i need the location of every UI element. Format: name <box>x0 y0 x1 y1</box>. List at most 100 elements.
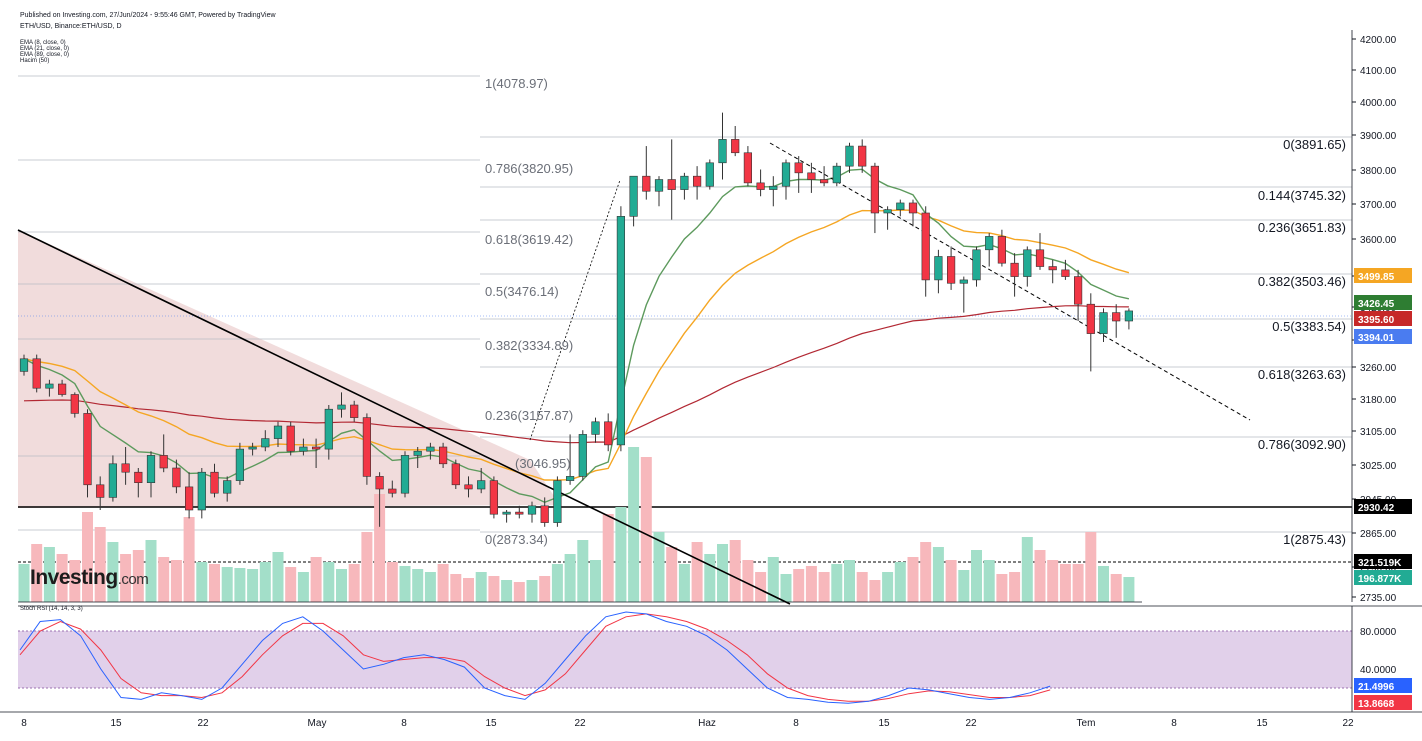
stoch-badge <box>1354 695 1412 710</box>
price-badge-label: 3395.60 <box>1358 315 1395 326</box>
candle-body <box>616 216 625 446</box>
volume-bar <box>780 574 792 602</box>
stoch-title: Stoch RSI (14, 14, 3, 3) <box>20 606 83 612</box>
candle-body <box>286 425 295 452</box>
price-badge <box>1354 554 1412 569</box>
price-tick-label: 2865.00 <box>1360 529 1397 540</box>
fib-label-right: 0.236(3651.83) <box>1258 220 1346 235</box>
candle-body <box>794 162 803 174</box>
fib-label-right: 0.144(3745.32) <box>1258 188 1346 203</box>
price-tick-label: 4000.00 <box>1360 98 1397 109</box>
candle-body <box>819 179 829 184</box>
volume-bar <box>793 569 805 602</box>
volume-bar <box>463 578 474 602</box>
candle-body <box>934 256 943 281</box>
candle-body <box>1035 249 1045 267</box>
candle-body <box>959 279 968 284</box>
candle-body <box>57 383 67 395</box>
candle-body <box>235 448 245 481</box>
price-tick-label: 3900.00 <box>1360 131 1397 142</box>
candle-body <box>858 145 867 167</box>
volume-bar <box>56 554 68 602</box>
volume-bar <box>196 562 208 602</box>
ema8-line <box>23 168 1130 504</box>
volume-bar <box>1098 566 1109 602</box>
logo-main: Investing <box>30 566 118 589</box>
stoch-k-line <box>19 611 1051 704</box>
candle-body <box>1086 303 1095 334</box>
candle-body <box>273 425 283 439</box>
volume-bar <box>932 547 944 602</box>
volume-bar <box>1072 564 1084 602</box>
fib-label-left: (3046.95) <box>515 456 571 471</box>
stoch-d-line <box>19 613 1051 702</box>
volume-bar <box>145 540 157 602</box>
date-tick-label: Tem <box>1077 718 1096 729</box>
volume-bar <box>132 550 144 602</box>
candle-body <box>1112 312 1121 322</box>
candle-body <box>362 417 372 477</box>
candle-body <box>400 455 410 494</box>
fib-label-left: 0.618(3619.42) <box>485 232 573 247</box>
volume-bar <box>1123 577 1135 602</box>
candle-body <box>883 209 892 214</box>
volume-bar <box>69 560 81 602</box>
candle-body <box>718 139 727 164</box>
fib-label-right: 1(2875.43) <box>1283 532 1346 547</box>
candle-body <box>19 358 29 372</box>
volume-bar <box>488 576 500 602</box>
price-tick-label: 3700.00 <box>1360 200 1397 211</box>
candle-body <box>591 421 600 435</box>
volume-bar <box>183 517 195 602</box>
indicator-ema89: EMA (89, close, 0) <box>20 52 70 58</box>
candle-body <box>261 438 270 448</box>
price-tick-label: 4200.00 <box>1360 35 1397 46</box>
volume-bar <box>691 542 703 602</box>
price-badge <box>1354 329 1412 344</box>
candle-body <box>413 450 422 456</box>
volume-bar <box>869 580 881 602</box>
candle-body <box>807 172 816 180</box>
volume-bar <box>628 447 640 602</box>
volume-bar <box>348 564 360 602</box>
volume-bar <box>996 574 1008 602</box>
volume-bar <box>1110 574 1122 602</box>
volume-bar <box>1034 550 1046 602</box>
published-note: Published on Investing.com, 27/Jun/2024 … <box>20 12 276 19</box>
candle-body <box>985 236 994 251</box>
candle-body <box>388 488 397 494</box>
resistance-trendline <box>769 142 1251 421</box>
price-badge-label: 321.519K <box>1358 558 1402 569</box>
candle-body <box>565 476 575 481</box>
price-tick-label: 4100.00 <box>1360 66 1397 77</box>
price-badge <box>1354 570 1412 585</box>
candle-body <box>70 394 79 414</box>
volume-bar <box>501 580 513 602</box>
volume-bar <box>1009 572 1021 602</box>
volume-bar <box>399 566 411 602</box>
volume-bar <box>336 569 347 602</box>
date-tick-label: 15 <box>485 718 497 729</box>
candle-body <box>654 179 664 192</box>
candle-body <box>223 480 232 494</box>
volume-bar <box>94 527 106 602</box>
candle-body <box>680 175 689 190</box>
volume-bar <box>755 572 767 602</box>
volume-bar <box>513 582 525 602</box>
candle-body <box>578 434 587 477</box>
date-tick-label: 15 <box>878 718 890 729</box>
symbol-title: ETH/USD, Binance:ETH/USD, D <box>20 23 122 30</box>
candle-body <box>553 480 562 523</box>
date-tick-label: May <box>308 718 327 729</box>
volume-bar <box>729 540 741 602</box>
fib-label-left: 0.236(3157.87) <box>485 408 573 423</box>
volume-bar <box>221 567 233 602</box>
stoch-tick-label: 40.0000 <box>1360 665 1397 676</box>
descending-trendline <box>17 229 791 605</box>
candle-body <box>146 455 156 483</box>
date-tick-label: 15 <box>110 718 122 729</box>
candle-body <box>159 455 168 469</box>
candle-body <box>997 236 1006 264</box>
volume-bar <box>170 560 182 602</box>
